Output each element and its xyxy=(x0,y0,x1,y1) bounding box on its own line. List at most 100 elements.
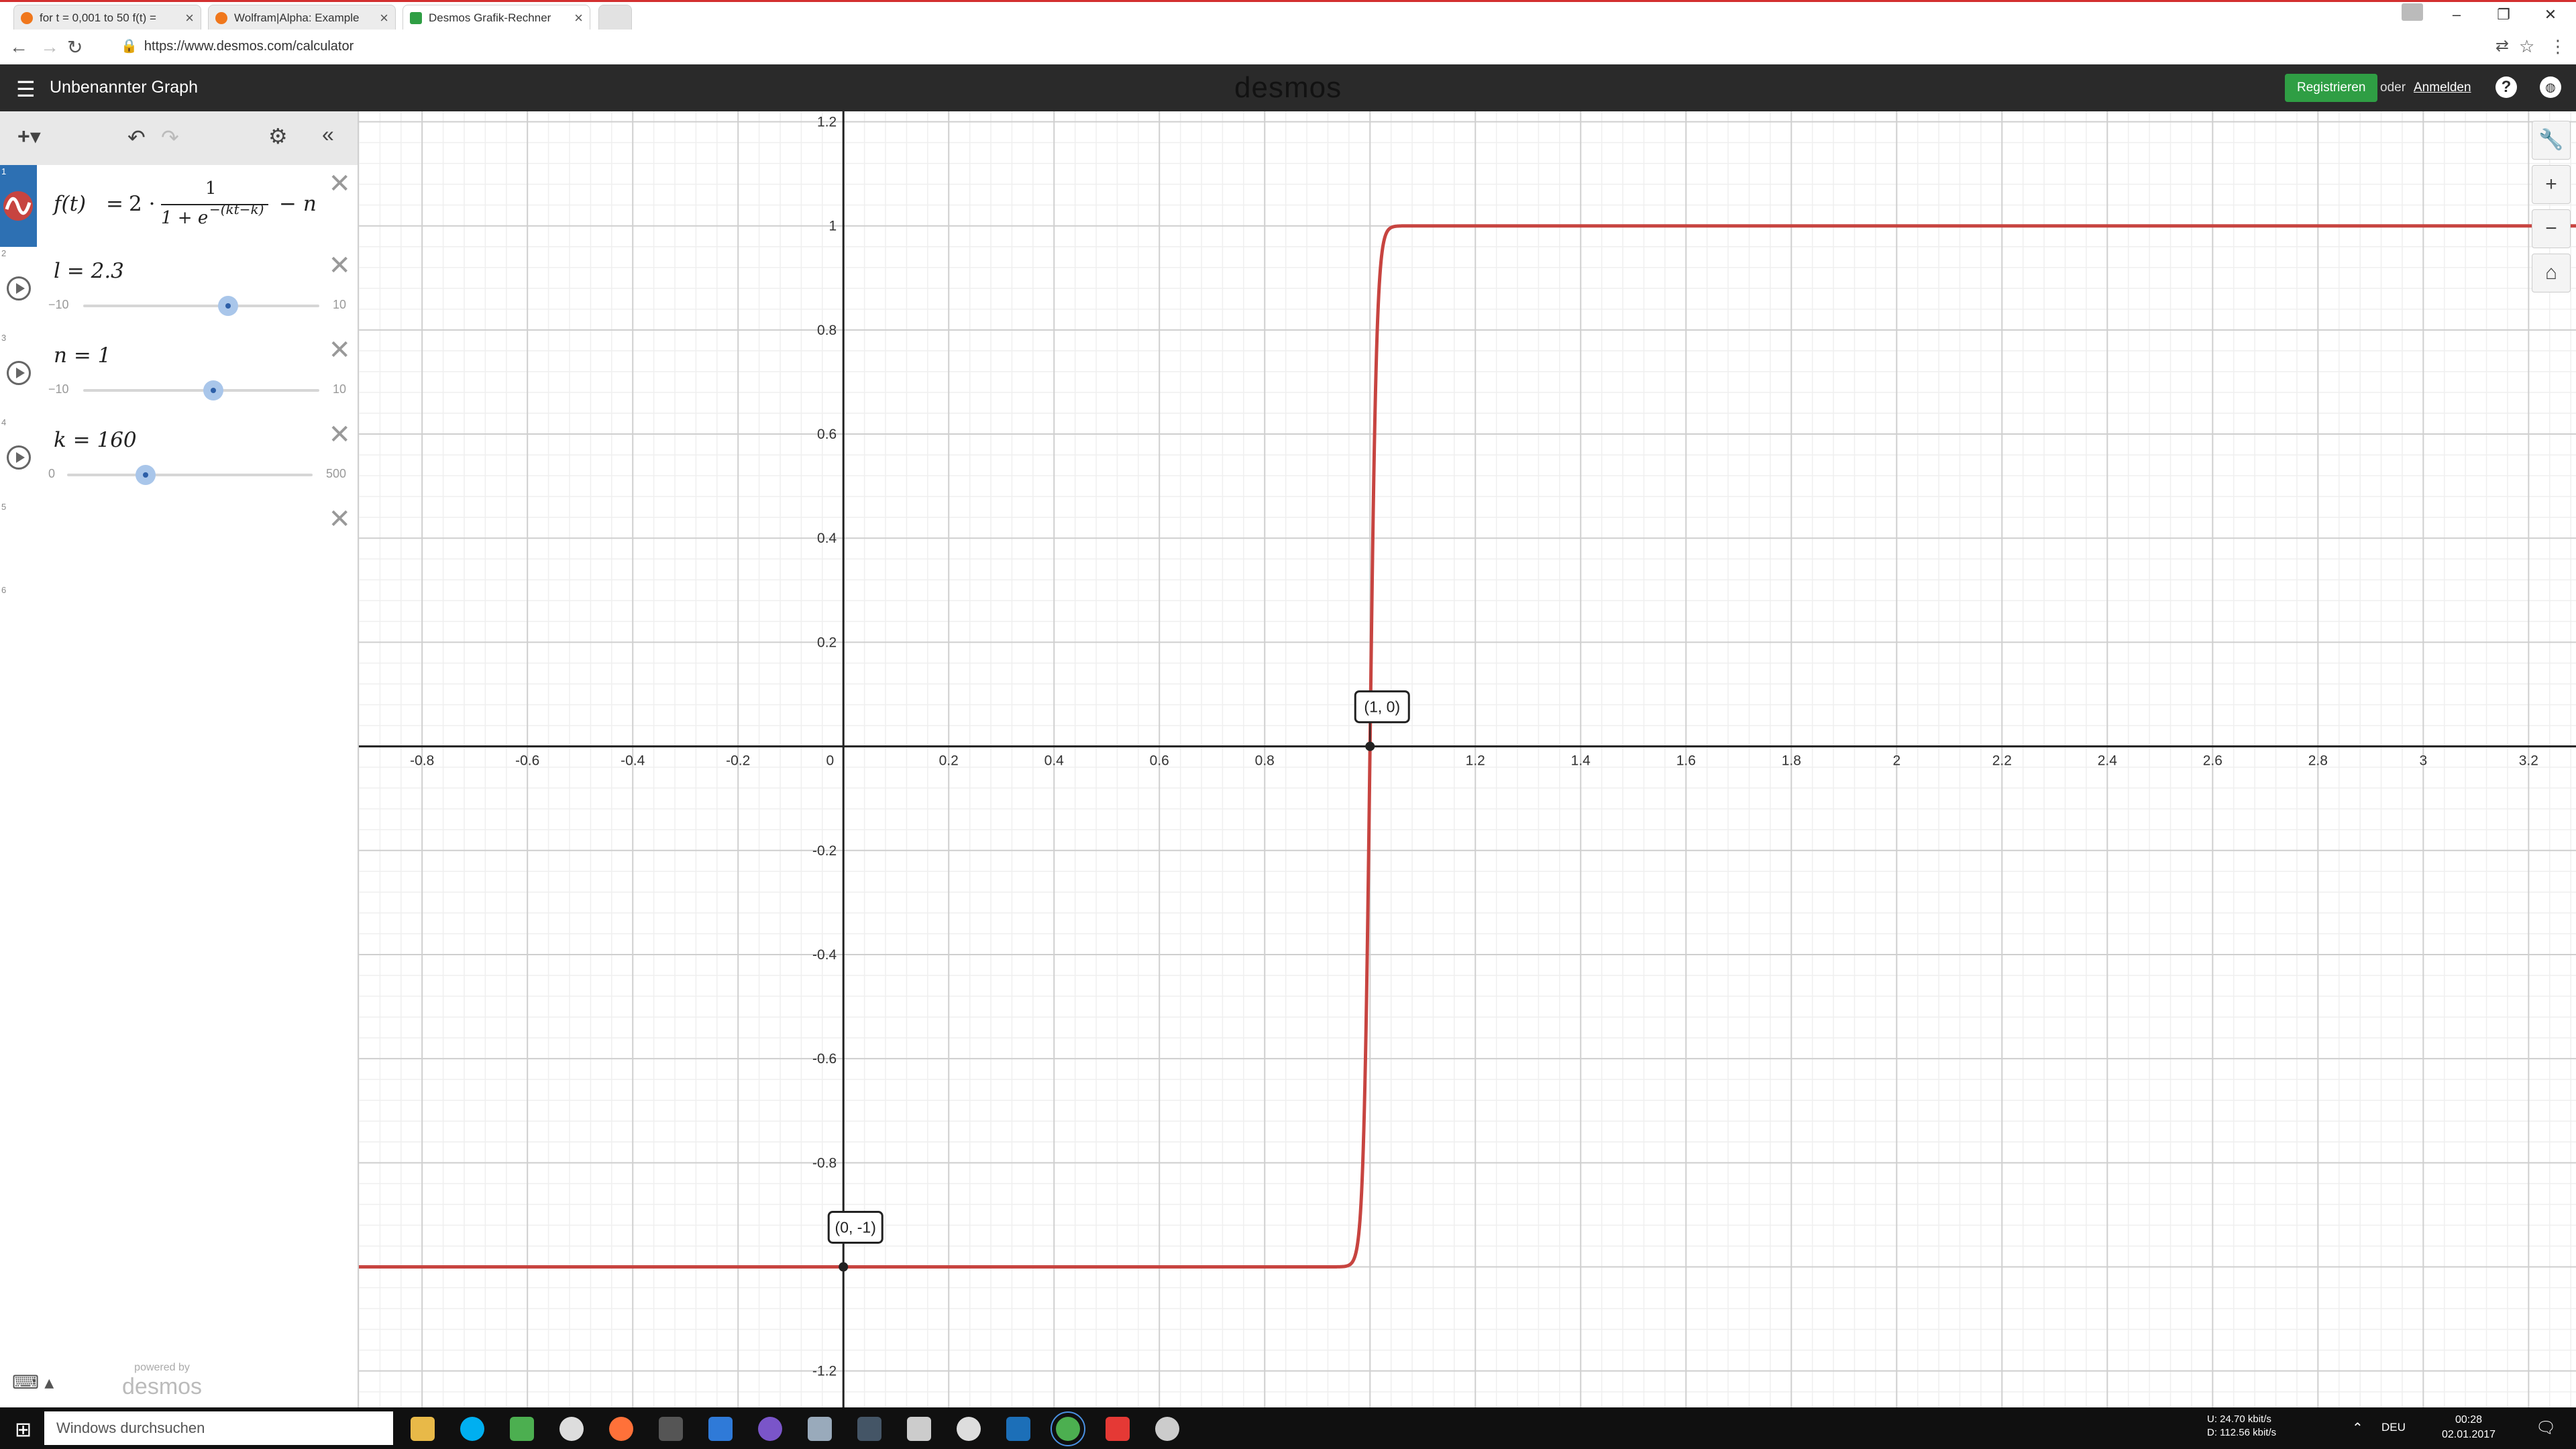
zoom-out-icon[interactable]: − xyxy=(2532,209,2571,248)
delete-expression-icon[interactable]: ✕ xyxy=(328,169,351,199)
slider-max[interactable]: 10 xyxy=(333,382,347,396)
expression-index: 2 xyxy=(1,248,7,258)
app-icon[interactable] xyxy=(1106,1417,1130,1441)
y-tick-label: 0.6 xyxy=(817,427,837,442)
slider-min[interactable]: 0 xyxy=(48,467,56,480)
graph-settings-wrench-icon[interactable]: 🔧 xyxy=(2532,121,2571,160)
expression-row-slider-n[interactable]: 3 n = 1 −10 10 ✕ xyxy=(0,331,358,417)
slider-label[interactable]: k = 160 xyxy=(54,428,137,452)
app-icon[interactable] xyxy=(857,1417,881,1441)
tray-chevron-icon[interactable]: ⌃ xyxy=(2352,1421,2363,1436)
slider-thumb[interactable] xyxy=(136,465,156,485)
expression-row-slider-k[interactable]: 4 k = 160 0 500 ✕ xyxy=(0,416,358,501)
slider-label[interactable]: l = 2.3 xyxy=(54,259,124,283)
app-icon[interactable] xyxy=(559,1417,584,1441)
restore-icon[interactable]: ❐ xyxy=(2497,6,2510,23)
notifications-icon[interactable]: 🗨 xyxy=(2536,1419,2557,1437)
y-tick-label: 0.2 xyxy=(817,635,837,650)
browser-tab-3[interactable]: Desmos Grafik-Rechner × xyxy=(402,5,590,30)
play-slider-icon[interactable] xyxy=(7,445,31,470)
play-slider-icon[interactable] xyxy=(7,276,31,301)
slider-track[interactable] xyxy=(83,296,319,316)
profile-icon[interactable] xyxy=(2402,3,2423,21)
slider-max[interactable]: 10 xyxy=(333,298,347,311)
undo-icon[interactable]: ↶ xyxy=(127,125,146,150)
keyboard-toggle-icon[interactable]: ⌨ ▴ xyxy=(12,1372,54,1393)
reload-icon[interactable]: ↻ xyxy=(67,37,83,58)
x-tick-label: -0.4 xyxy=(621,753,645,769)
graph-canvas[interactable]: -0.8 -0.6 -0.4 -0.2 0 0.2 0.4 0.6 0.8 1.2 1.4 1.6 1.… xyxy=(359,111,2576,1407)
point-label[interactable]: (0, -1) xyxy=(835,1219,876,1236)
app-icon[interactable] xyxy=(1155,1417,1179,1441)
slider-thumb[interactable] xyxy=(218,296,239,316)
app-icon[interactable] xyxy=(758,1417,782,1441)
globe-icon[interactable]: ◍ xyxy=(2540,76,2561,98)
expression-row-slider-l[interactable]: 2 l = 2.3 −10 10 ✕ xyxy=(0,247,358,332)
steam-icon[interactable] xyxy=(957,1417,981,1441)
hamburger-menu-icon[interactable]: ☰ xyxy=(16,77,36,101)
zoom-in-icon[interactable]: + xyxy=(2532,165,2571,204)
point-label[interactable]: (1, 0) xyxy=(1364,698,1400,716)
bookmark-star-icon[interactable]: ☆ xyxy=(2519,36,2535,56)
expression-row-new[interactable]: 6 xyxy=(0,584,358,624)
app-icon[interactable] xyxy=(808,1417,832,1441)
home-icon[interactable]: ⌂ xyxy=(2532,254,2571,292)
slider-track[interactable] xyxy=(67,465,313,485)
help-icon[interactable]: ? xyxy=(2496,76,2517,98)
y-tick-label: -0.2 xyxy=(812,843,837,859)
point-label-box[interactable] xyxy=(827,1211,883,1244)
menu-dots-icon[interactable]: ⋮ xyxy=(2549,36,2567,56)
windows-start-icon[interactable]: ⊞ xyxy=(15,1419,32,1441)
delete-expression-icon[interactable]: ✕ xyxy=(328,335,351,365)
tab-close-icon[interactable]: × xyxy=(185,9,194,26)
window-app-icon[interactable] xyxy=(659,1417,683,1441)
add-item-button[interactable]: +▾ xyxy=(17,124,41,148)
function-formula[interactable]: f(t) = 2 · 1 1 + e −(kt−k) − n xyxy=(54,178,335,235)
new-tab-button[interactable] xyxy=(598,5,632,30)
play-slider-icon[interactable] xyxy=(7,361,31,385)
login-link[interactable]: Anmelden xyxy=(2414,80,2471,95)
app-icon[interactable] xyxy=(1006,1417,1030,1441)
x-tick-label: 2.4 xyxy=(2098,753,2118,769)
close-window-icon[interactable]: ✕ xyxy=(2544,6,2557,23)
chrome-icon[interactable] xyxy=(1051,1411,1085,1446)
graph-title[interactable]: Unbenannter Graph xyxy=(50,78,198,97)
slider-label[interactable]: n = 1 xyxy=(54,343,111,368)
mail-icon[interactable] xyxy=(708,1417,733,1441)
forward-icon[interactable]: → xyxy=(40,36,59,57)
skype-icon[interactable] xyxy=(460,1417,484,1441)
tab-close-icon[interactable]: × xyxy=(380,9,388,26)
clock[interactable]: 00:28 02.01.2017 xyxy=(2428,1413,2509,1442)
browser-tab-2[interactable]: Wolfram|Alpha: Example × xyxy=(208,5,396,30)
slider-min[interactable]: −10 xyxy=(48,382,69,396)
slider-max[interactable]: 500 xyxy=(326,467,347,480)
language-indicator[interactable]: DEU xyxy=(2381,1421,2406,1434)
url-field[interactable]: 🔒 https://www.desmos.com/calculator xyxy=(121,35,354,58)
graph-paper[interactable]: -0.8 -0.6 -0.4 -0.2 0 0.2 0.4 0.6 0.8 1.2 1.4 1.6 1.… xyxy=(359,111,2576,1407)
delete-expression-icon[interactable]: ✕ xyxy=(328,251,351,280)
taskbar-search-input[interactable]: Windows durchsuchen xyxy=(44,1411,393,1445)
file-explorer-icon[interactable] xyxy=(411,1417,435,1441)
notepad-icon[interactable] xyxy=(510,1417,534,1441)
firefox-icon[interactable] xyxy=(609,1417,633,1441)
redo-icon[interactable]: ↷ xyxy=(161,125,179,150)
expression-row-function[interactable]: 1 f(t) = 2 · 1 1 + e −(kt−k) − n ✕ xyxy=(0,165,358,248)
y-tick-label: 1.2 xyxy=(817,115,837,130)
back-icon[interactable]: ← xyxy=(9,36,28,57)
point-label-box[interactable] xyxy=(1354,690,1410,724)
translate-icon[interactable]: ⇄ xyxy=(2496,37,2510,55)
minimize-icon[interactable]: – xyxy=(2452,6,2461,23)
slider-thumb[interactable] xyxy=(203,380,223,400)
settings-gear-icon[interactable]: ⚙ xyxy=(268,124,288,148)
expression-row-empty[interactable]: 5 ✕ xyxy=(0,500,358,584)
signup-button[interactable]: Registrieren xyxy=(2285,74,2378,102)
calculator-icon[interactable] xyxy=(907,1417,931,1441)
curve-color-icon[interactable] xyxy=(1,189,35,223)
slider-track[interactable] xyxy=(83,380,319,400)
collapse-panel-icon[interactable]: « xyxy=(322,122,334,146)
delete-expression-icon[interactable]: ✕ xyxy=(328,420,351,449)
browser-tab-1[interactable]: for t = 0,001 to 50 f(t) = × xyxy=(13,5,201,30)
slider-min[interactable]: −10 xyxy=(48,298,69,311)
delete-expression-icon[interactable]: ✕ xyxy=(328,504,351,534)
tab-close-icon[interactable]: × xyxy=(574,9,583,26)
